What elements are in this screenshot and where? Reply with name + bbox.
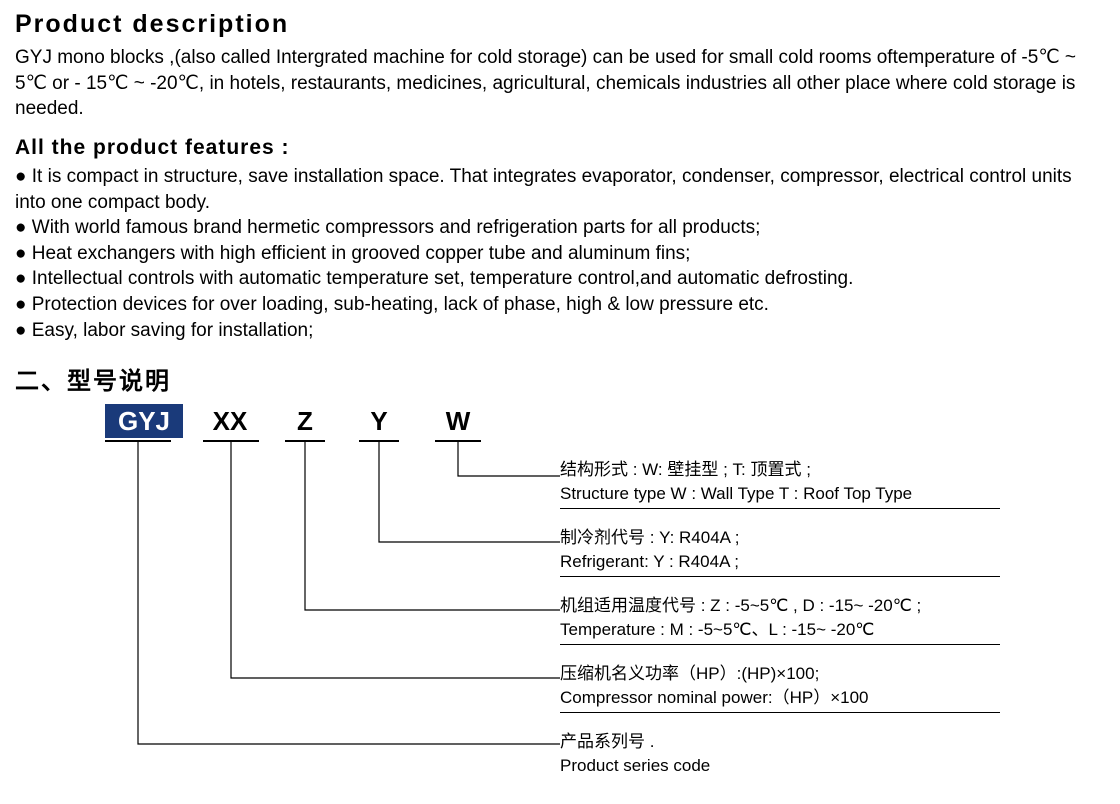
model-explanation: 压缩机名义功率（HP）:(HP)×100;Compressor nominal …: [560, 662, 1000, 713]
feature-item: ● With world famous brand hermetic compr…: [15, 215, 1105, 241]
explanation-cn: 制冷剂代号 : Y: R404A ;: [560, 526, 1000, 550]
product-description-title: Product description: [15, 10, 1105, 39]
feature-item: ● Easy, labor saving for installation;: [15, 318, 1105, 344]
feature-item: ● It is compact in structure, save insta…: [15, 164, 1105, 215]
code-underline: [203, 440, 259, 442]
model-code-segment: Y: [367, 404, 391, 438]
code-underline: [285, 440, 325, 442]
feature-item: ● Heat exchangers with high efficient in…: [15, 241, 1105, 267]
explanation-cn: 产品系列号 .: [560, 730, 1000, 754]
code-underline: [105, 440, 171, 442]
explanation-en: Product series code: [560, 754, 1000, 778]
model-code-segment: GYJ: [105, 404, 183, 438]
model-code-diagram: GYJ XX Z Y W 结构形式 : W: 壁挂型 ; T: 顶置式 ;Structur…: [15, 404, 1075, 804]
model-code-segment: W: [441, 404, 475, 438]
explanation-cn: 机组适用温度代号 : Z : -5~5℃ , D : -15~ -20℃ ;: [560, 594, 1000, 618]
explanation-en: Compressor nominal power:（HP）×100: [560, 686, 1000, 710]
model-explanation: 制冷剂代号 : Y: R404A ;Refrigerant: Y : R404A…: [560, 526, 1000, 577]
explanation-en: Temperature : M : -5~5℃、L : -15~ -20℃: [560, 618, 1000, 642]
model-explanation: 结构形式 : W: 壁挂型 ; T: 顶置式 ;Structure type W…: [560, 458, 1000, 509]
explanation-cn: 结构形式 : W: 壁挂型 ; T: 顶置式 ;: [560, 458, 1000, 482]
model-explanation: 机组适用温度代号 : Z : -5~5℃ , D : -15~ -20℃ ;Te…: [560, 594, 1000, 645]
code-underline: [435, 440, 481, 442]
model-section-title: 二、型号说明: [15, 361, 1105, 396]
features-list: ● It is compact in structure, save insta…: [15, 164, 1105, 343]
feature-item: ● Protection devices for over loading, s…: [15, 292, 1105, 318]
model-code-segment: XX: [205, 404, 255, 438]
explanation-en: Structure type W : Wall Type T : Roof To…: [560, 482, 1000, 506]
explanation-cn: 压缩机名义功率（HP）:(HP)×100;: [560, 662, 1000, 686]
explanation-en: Refrigerant: Y : R404A ;: [560, 550, 1000, 574]
features-title: All the product features :: [15, 136, 1105, 160]
product-description-text: GYJ mono blocks ,(also called Intergrate…: [15, 45, 1105, 122]
code-underline: [359, 440, 399, 442]
feature-item: ● Intellectual controls with automatic t…: [15, 266, 1105, 292]
model-explanation: 产品系列号 .Product series code: [560, 730, 1000, 780]
model-code-segment: Z: [293, 404, 317, 438]
